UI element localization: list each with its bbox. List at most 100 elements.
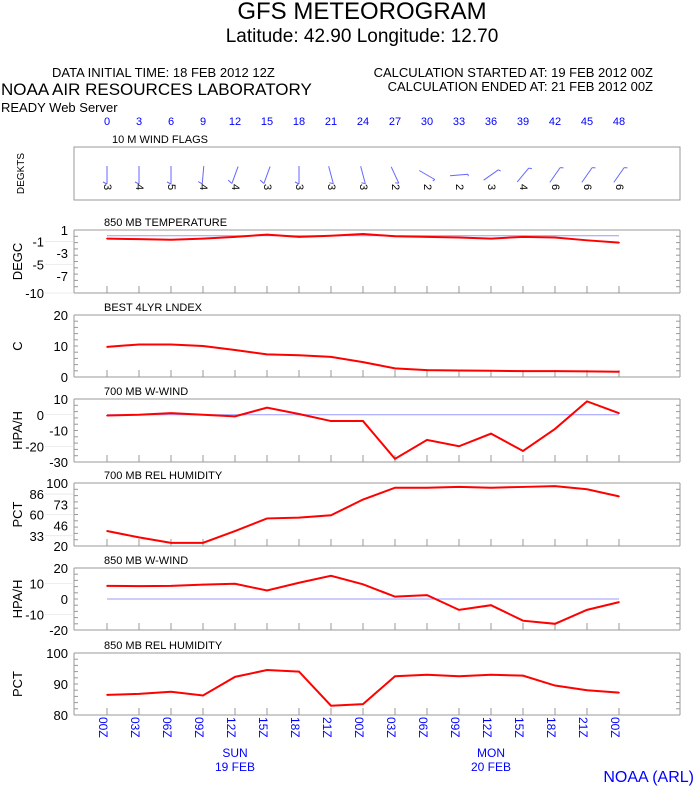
y-tick-label: -1 [32, 234, 44, 249]
data-point [234, 583, 236, 585]
wind-speed-label: 3 [101, 184, 113, 190]
data-point [362, 361, 364, 363]
wind-barb [390, 166, 400, 184]
data-point [330, 574, 332, 577]
data-point [170, 343, 172, 346]
hour-label: 18 [293, 116, 305, 128]
panel-title: 700 MB W-WIND [104, 386, 188, 398]
data-point [426, 236, 428, 238]
server-name: READY Web Server [1, 100, 118, 115]
time-label: 21Z [320, 717, 334, 738]
wind-speed-label: 6 [549, 184, 561, 190]
data-point [362, 583, 364, 586]
data-point [362, 498, 364, 501]
hour-label: 9 [200, 116, 206, 128]
y-tick-label: 0 [61, 370, 68, 385]
data-point [618, 412, 620, 414]
org-name: NOAA AIR RESOURCES LABORATORY [1, 80, 312, 99]
data-point [298, 581, 300, 584]
wind-speed-label: 3 [293, 184, 305, 190]
hour-label: 33 [453, 116, 465, 128]
data-point [266, 406, 268, 409]
time-label: 12Z [224, 717, 238, 738]
day-label: MON [477, 746, 505, 760]
data-point [330, 420, 332, 422]
wind-speed-label: 6 [613, 184, 625, 190]
data-point [618, 241, 620, 244]
data-point [266, 517, 268, 520]
wind-barb [263, 166, 271, 184]
data-point [554, 485, 556, 487]
data-point [298, 516, 300, 519]
initial-time: DATA INITIAL TIME: 18 FEB 2012 12Z [52, 65, 275, 80]
data-point [106, 414, 108, 417]
calc-ended: CALCULATION ENDED AT: 21 FEB 2012 00Z [388, 79, 653, 94]
data-point [170, 238, 172, 241]
y-tick-label: -3 [56, 246, 68, 261]
time-label: 09Z [448, 717, 462, 738]
data-point [554, 428, 556, 430]
data-point [202, 694, 204, 697]
data-point [554, 623, 556, 625]
y-tick-label: 73 [54, 497, 68, 512]
wind-barb [613, 167, 625, 183]
hour-label: 21 [325, 116, 337, 128]
data-point [202, 583, 204, 586]
data-point [298, 413, 300, 415]
data-point [330, 704, 332, 707]
wind-speed-label: 6 [581, 184, 593, 190]
y-tick-label: 0 [37, 408, 44, 423]
hour-label: 12 [229, 116, 241, 128]
wind-barb [328, 166, 334, 184]
wind-speed-label: 5 [165, 184, 177, 190]
data-point [298, 670, 300, 673]
data-point [458, 675, 460, 678]
data-line [106, 400, 620, 461]
data-point [106, 237, 108, 240]
data-point [426, 439, 428, 441]
y-axis-label: PCT [10, 671, 25, 697]
wind-speed-label: 3 [485, 184, 497, 190]
y-tick-label: -5 [32, 257, 44, 272]
hour-label: 48 [613, 116, 625, 128]
data-point [298, 236, 300, 238]
data-point [618, 495, 620, 498]
time-label: 06Z [416, 717, 430, 738]
time-label: 00Z [608, 717, 622, 738]
data-point [586, 370, 588, 373]
data-point [234, 236, 236, 238]
data-point [522, 619, 524, 622]
time-label: 09Z [192, 717, 206, 738]
data-point [394, 235, 396, 238]
calc-started: CALCULATION STARTED AT: 19 FEB 2012 00Z [374, 65, 653, 80]
wind-barb-flag [102, 181, 108, 185]
footer-credit: NOAA (ARL) [603, 769, 694, 786]
y-tick-label: -10 [49, 424, 68, 439]
data-point [234, 349, 236, 351]
data-point [234, 676, 236, 678]
data-point [362, 703, 364, 705]
data-point [490, 673, 492, 676]
y-tick-label: 33 [30, 529, 44, 544]
data-point [266, 233, 268, 236]
wind-barb [201, 165, 205, 185]
panel-frame [73, 146, 681, 201]
wind-speed-label: 2 [421, 184, 433, 190]
wind-barb [231, 166, 239, 184]
y-tick-label: 0 [61, 592, 68, 607]
y-tick-label: 10 [54, 392, 68, 407]
wind-barb [483, 169, 499, 181]
data-point [522, 486, 524, 488]
wind-barb [360, 166, 366, 184]
time-label: 21Z [576, 717, 590, 738]
y-axis-label: HPA/H [10, 411, 25, 450]
data-point [458, 486, 460, 488]
data-point [586, 488, 588, 491]
data-point [586, 609, 588, 611]
wind-barb-flag [227, 179, 233, 184]
data-point [330, 356, 332, 358]
time-label: 15Z [256, 717, 270, 738]
y-tick-label: 80 [54, 708, 68, 723]
y-tick-label: -7 [56, 269, 68, 284]
data-point [298, 354, 300, 357]
